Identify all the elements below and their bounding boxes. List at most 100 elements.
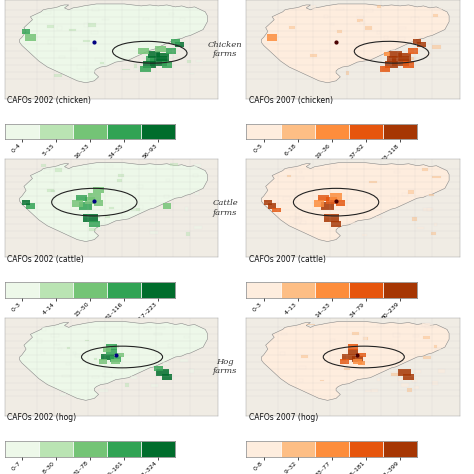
Bar [435, 347, 441, 350]
Bar [42, 327, 46, 330]
Text: CAFOs 2002 (chicken): CAFOs 2002 (chicken) [7, 96, 91, 105]
Bar [425, 324, 433, 328]
Bar [25, 34, 36, 41]
Bar [414, 370, 420, 373]
Bar [107, 441, 141, 457]
Bar [280, 352, 285, 356]
Bar [414, 385, 419, 389]
Bar [76, 195, 87, 201]
Bar [41, 351, 45, 354]
Bar [194, 164, 201, 167]
Bar [164, 362, 169, 365]
Bar [92, 217, 100, 219]
Bar [114, 346, 119, 347]
Bar [396, 360, 400, 362]
Bar [315, 441, 349, 457]
Bar [331, 164, 337, 167]
Bar [360, 21, 365, 24]
Bar [336, 200, 345, 206]
Bar [403, 374, 414, 380]
Bar [391, 49, 395, 51]
Bar [22, 28, 30, 35]
Bar [330, 339, 335, 342]
Bar [363, 337, 368, 340]
Bar [327, 197, 337, 204]
Bar [130, 376, 137, 379]
Bar [165, 63, 171, 66]
Bar [394, 171, 400, 173]
Bar [140, 66, 151, 72]
Bar [295, 219, 299, 221]
Bar [122, 69, 129, 71]
Bar [89, 221, 100, 227]
Bar [187, 60, 191, 63]
Bar [264, 200, 272, 205]
Bar [169, 55, 173, 58]
Bar [194, 226, 202, 229]
Bar [337, 30, 342, 33]
Bar [135, 68, 139, 71]
Bar [399, 37, 405, 40]
Bar [143, 18, 149, 20]
Bar [171, 39, 180, 44]
Bar [298, 217, 302, 219]
Bar [100, 389, 108, 392]
Bar [299, 171, 302, 173]
Bar [150, 197, 155, 200]
Bar [383, 441, 417, 457]
Bar [51, 182, 58, 183]
Bar [66, 363, 70, 365]
Bar [73, 441, 107, 457]
Bar [349, 222, 355, 224]
Bar [349, 283, 383, 298]
Bar [399, 27, 406, 29]
Bar [294, 219, 301, 223]
Bar [143, 55, 149, 58]
Bar [73, 283, 107, 298]
Bar [106, 344, 117, 350]
Text: CAFOs 2007 (hog): CAFOs 2007 (hog) [249, 413, 318, 422]
Bar [398, 369, 410, 376]
Text: CAFOs 2007 (cattle): CAFOs 2007 (cattle) [249, 255, 326, 264]
Bar [412, 379, 417, 382]
Bar [166, 179, 170, 181]
Bar [162, 61, 172, 67]
Bar [155, 46, 166, 52]
Bar [77, 65, 85, 69]
Bar [85, 340, 89, 341]
Polygon shape [262, 4, 449, 83]
Bar [295, 193, 301, 196]
Text: Cattle
farms: Cattle farms [212, 200, 238, 217]
Bar [366, 194, 371, 197]
Bar [163, 63, 166, 66]
Bar [428, 194, 434, 197]
Bar [307, 324, 315, 325]
Bar [377, 324, 383, 326]
Bar [393, 333, 400, 337]
Bar [103, 346, 111, 352]
Bar [299, 379, 303, 382]
Bar [320, 50, 328, 52]
Bar [362, 234, 367, 236]
Bar [73, 124, 107, 139]
Bar [51, 334, 59, 337]
Bar [88, 193, 100, 200]
Bar [384, 345, 392, 347]
Bar [135, 205, 143, 209]
Bar [88, 24, 96, 27]
Bar [423, 336, 430, 339]
Bar [391, 373, 400, 376]
Bar [156, 53, 169, 61]
Bar [297, 177, 304, 179]
Bar [364, 337, 367, 341]
Bar [299, 366, 306, 369]
Bar [348, 344, 358, 350]
Bar [184, 207, 188, 211]
Bar [110, 356, 121, 363]
Bar [116, 353, 124, 357]
Bar [39, 124, 73, 139]
Bar [85, 197, 95, 204]
Bar [92, 8, 100, 10]
Bar [365, 390, 371, 392]
Bar [301, 355, 309, 358]
